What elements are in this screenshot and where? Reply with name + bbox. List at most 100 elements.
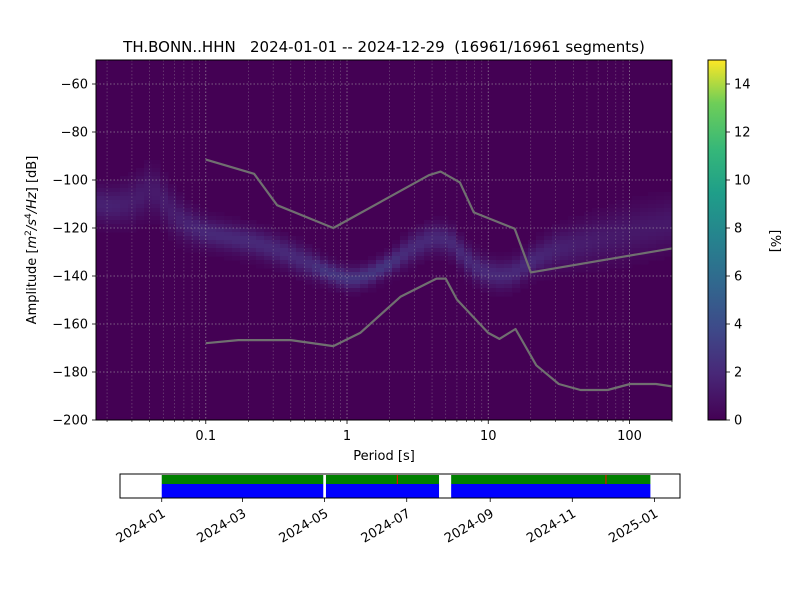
heatmap-cell (504, 252, 513, 257)
heatmap-cell (464, 268, 473, 273)
heatmap-cell (552, 272, 561, 277)
heatmap-cell (352, 276, 361, 281)
heatmap-cell (648, 208, 657, 213)
heatmap-cell (544, 256, 553, 261)
heatmap-cell (328, 260, 337, 265)
heatmap-cell (464, 276, 473, 281)
heatmap-cell (104, 200, 113, 205)
timeline-used-segment (325, 475, 440, 484)
heatmap-cell (528, 244, 537, 249)
heatmap-cell (96, 212, 105, 217)
heatmap-cell (648, 224, 657, 229)
heatmap-cell (256, 248, 265, 253)
heatmap-cell (632, 204, 641, 209)
heatmap-cell (112, 204, 121, 209)
heatmap-cell (264, 228, 273, 233)
heatmap-cell (152, 212, 161, 217)
heatmap-cell (352, 288, 361, 293)
heatmap-cell (528, 272, 537, 277)
timeline-plot: 2024-01 2024-03 2024-05 2024-07 2024-09 2024-… (114, 473, 681, 547)
heatmap-cell (112, 216, 121, 221)
heatmap-cell (664, 192, 672, 197)
heatmap-cell (536, 240, 545, 245)
heatmap-cell (176, 204, 185, 209)
heatmap-cell (496, 260, 505, 265)
heatmap-cell (616, 224, 625, 229)
heatmap-cell (560, 268, 569, 273)
heatmap-cell (224, 236, 233, 241)
heatmap-cell (664, 228, 672, 233)
heatmap-cell (120, 224, 129, 229)
heatmap-cell (640, 248, 649, 253)
heatmap-cell (584, 216, 593, 221)
heatmap-cell (536, 232, 545, 237)
heatmap-cell (200, 236, 209, 241)
heatmap-cell (496, 280, 505, 285)
heatmap-cell (256, 236, 265, 241)
heatmap-cell (632, 228, 641, 233)
heatmap-cell (184, 232, 193, 237)
heatmap-cell (144, 204, 153, 209)
heatmap-cell (400, 260, 409, 265)
heatmap-cell (184, 244, 193, 249)
heatmap-cell (384, 264, 393, 269)
heatmap-cell (664, 240, 672, 245)
heatmap-cell (536, 272, 545, 277)
timeline-segments (161, 475, 651, 498)
heatmap-cell (416, 228, 425, 233)
heatmap-cell (200, 220, 209, 225)
heatmap-cell (112, 224, 121, 229)
heatmap-cell (152, 204, 161, 209)
heatmap-cell (336, 264, 345, 269)
heatmap-cell (184, 224, 193, 229)
heatmap-cell (640, 240, 649, 245)
heatmap-cell (112, 220, 121, 225)
heatmap-cell (536, 264, 545, 269)
heatmap-cell (336, 288, 345, 293)
heatmap-cell (568, 216, 577, 221)
heatmap-cell (392, 272, 401, 277)
heatmap-cell (288, 260, 297, 265)
heatmap-cell (288, 256, 297, 261)
heatmap-cell (528, 264, 537, 269)
heatmap-cell (160, 224, 169, 229)
heatmap-cell (480, 280, 489, 285)
heatmap-cell (592, 256, 601, 261)
heatmap-cell (448, 236, 457, 241)
heatmap-cell (240, 240, 249, 245)
heatmap-cell (328, 288, 337, 293)
heatmap-cell (600, 208, 609, 213)
heatmap-cell (544, 232, 553, 237)
heatmap-cell (552, 252, 561, 257)
heatmap-cell (488, 252, 497, 257)
heatmap-cell (408, 260, 417, 265)
heatmap-cell (448, 256, 457, 261)
heatmap-cell (600, 220, 609, 225)
heatmap-cell (624, 236, 633, 241)
heatmap-cell (192, 216, 201, 221)
heatmap-cell (640, 260, 649, 265)
heatmap-cell (560, 236, 569, 241)
heatmap-cell (232, 244, 241, 249)
heatmap-cell (208, 240, 217, 245)
y-tick-label: −140 (52, 270, 88, 285)
heatmap-cell (544, 240, 553, 245)
heatmap-cell (600, 260, 609, 265)
heatmap-cell (152, 188, 161, 193)
heatmap-cell (520, 276, 529, 281)
heatmap-cell (128, 180, 137, 185)
heatmap-cell (200, 228, 209, 233)
heatmap-cell (168, 208, 177, 213)
heatmap-cell (656, 204, 665, 209)
heatmap-cell (448, 252, 457, 257)
heatmap-cell (432, 216, 441, 221)
heatmap-cell (312, 276, 321, 281)
heatmap-cell (248, 260, 257, 265)
heatmap-cell (576, 216, 585, 221)
heatmap-cell (488, 284, 497, 289)
heatmap-cell (240, 248, 249, 253)
heatmap-cell (240, 224, 249, 229)
heatmap-cell (376, 280, 385, 285)
heatmap-cell (112, 192, 121, 197)
heatmap-cell (392, 260, 401, 265)
